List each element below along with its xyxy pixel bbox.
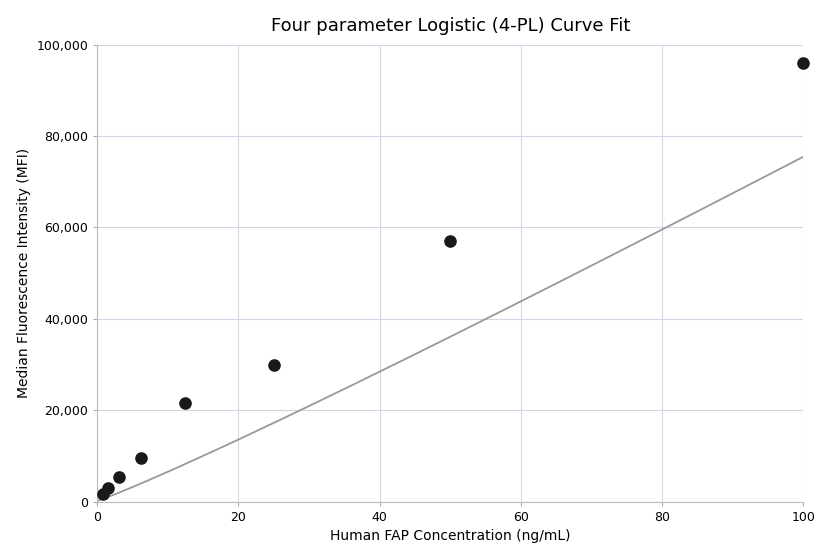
Point bbox=[179, 399, 192, 408]
Point bbox=[112, 472, 126, 481]
Point bbox=[102, 483, 115, 492]
Point bbox=[96, 489, 109, 498]
Point bbox=[797, 58, 810, 67]
X-axis label: Human FAP Concentration (ng/mL): Human FAP Concentration (ng/mL) bbox=[330, 529, 571, 543]
Title: Four parameter Logistic (4-PL) Curve Fit: Four parameter Logistic (4-PL) Curve Fit bbox=[270, 17, 630, 35]
Y-axis label: Median Fluorescence Intensity (MFI): Median Fluorescence Intensity (MFI) bbox=[17, 148, 31, 398]
Point bbox=[135, 454, 148, 463]
Text: R^2=0.998: R^2=0.998 bbox=[0, 559, 1, 560]
Point bbox=[267, 360, 280, 369]
Point bbox=[443, 237, 457, 246]
